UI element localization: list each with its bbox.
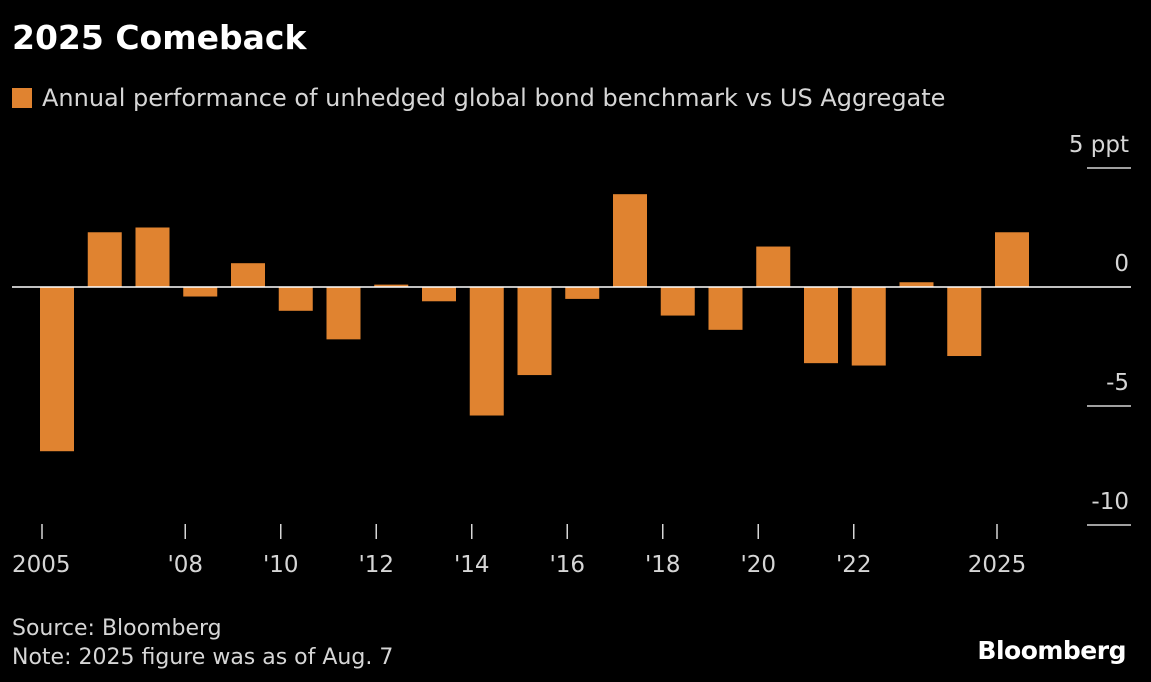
x-tick-label: '12 <box>358 552 394 578</box>
source-text: Source: Bloomberg <box>12 616 222 641</box>
x-tick-label: '08 <box>167 552 203 578</box>
x-tick-label: '18 <box>645 552 681 578</box>
bar-2021 <box>804 287 838 364</box>
x-tick-label: '14 <box>454 552 490 578</box>
bar-2015 <box>517 287 552 376</box>
bar-2023 <box>899 282 934 287</box>
bar-2016 <box>565 287 600 299</box>
bar-2013 <box>422 287 456 302</box>
bar-2010 <box>278 287 313 311</box>
chart-title: 2025 Comeback <box>12 18 307 57</box>
x-tick-label: '22 <box>836 552 872 578</box>
bar-2011 <box>326 287 361 340</box>
x-tick-label: 2025 <box>968 552 1027 578</box>
y-tick-label: 5 ppt <box>1069 132 1129 158</box>
x-tick-label: '20 <box>740 552 776 578</box>
bloomberg-logo: Bloomberg <box>977 636 1126 665</box>
x-tick-label: '16 <box>549 552 585 578</box>
bar-2024 <box>947 287 982 357</box>
x-tick-label: 2005 <box>12 552 71 578</box>
bar-2018 <box>660 287 695 316</box>
x-tick-label: '10 <box>263 552 299 578</box>
y-tick-label: -10 <box>1091 489 1129 515</box>
legend: Annual performance of unhedged global bo… <box>12 84 945 112</box>
bar-2009 <box>231 263 265 287</box>
bar-2019 <box>708 287 743 330</box>
bar-2012 <box>374 284 409 287</box>
bar-2022 <box>851 287 886 366</box>
bar-2008 <box>183 287 218 297</box>
bar-2005 <box>40 287 74 452</box>
note-text: Note: 2025 figure was as of Aug. 7 <box>12 645 394 670</box>
bar-2017 <box>613 194 647 287</box>
bar-2025 <box>995 232 1029 287</box>
legend-label: Annual performance of unhedged global bo… <box>42 84 946 112</box>
legend-swatch <box>12 88 32 108</box>
bar-2006 <box>87 232 122 287</box>
bar-2014 <box>469 287 504 416</box>
bar-2020 <box>756 246 791 287</box>
y-tick-label: 0 <box>1114 251 1129 277</box>
bar-2007 <box>135 227 170 287</box>
y-tick-label: -5 <box>1106 370 1129 396</box>
